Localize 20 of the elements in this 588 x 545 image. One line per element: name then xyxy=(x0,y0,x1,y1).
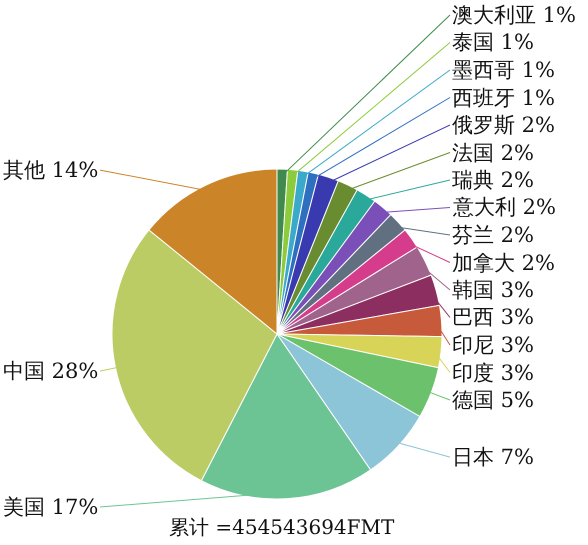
slice-label: 澳大利亚 1% xyxy=(452,3,576,27)
slice-label: 其他 14% xyxy=(3,158,98,182)
slice-label: 芬兰 2% xyxy=(452,223,534,247)
slice-label: 巴西 3% xyxy=(452,305,534,329)
slice-label: 瑞典 2% xyxy=(452,168,534,192)
slice-label: 法国 2% xyxy=(452,141,534,165)
slice-label: 泰国 1% xyxy=(452,30,534,54)
slice-label: 俄罗斯 2% xyxy=(452,113,555,137)
slice-label: 西班牙 1% xyxy=(452,86,555,110)
slice-label: 韩国 3% xyxy=(452,278,534,302)
slice-label: 德国 5% xyxy=(452,388,534,412)
slice-label: 墨西哥 1% xyxy=(452,58,555,82)
slice-label: 印尼 3% xyxy=(452,333,534,357)
slice-label: 日本 7% xyxy=(452,445,534,469)
slice-label: 加拿大 2% xyxy=(452,251,555,275)
slice-label: 美国 17% xyxy=(3,495,98,519)
text: 累计 =454543694FMT xyxy=(169,515,395,539)
slice-label: 意大利 2% xyxy=(452,195,556,219)
slice-label: 中国 28% xyxy=(3,359,98,383)
slice-label: 印度 3% xyxy=(452,361,534,385)
